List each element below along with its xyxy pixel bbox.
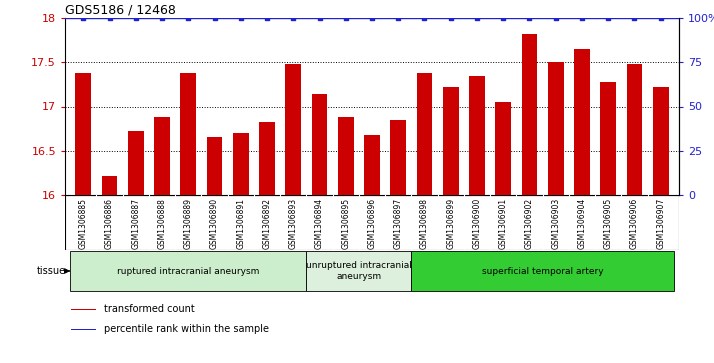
Bar bbox=[364, 135, 380, 195]
Bar bbox=[574, 49, 590, 195]
Bar bbox=[391, 120, 406, 195]
Text: GSM1306885: GSM1306885 bbox=[79, 198, 88, 249]
Bar bbox=[181, 73, 196, 195]
Text: tissue: tissue bbox=[37, 266, 66, 276]
Bar bbox=[600, 82, 616, 195]
Text: percentile rank within the sample: percentile rank within the sample bbox=[104, 325, 268, 334]
Point bbox=[393, 15, 404, 21]
Text: GSM1306893: GSM1306893 bbox=[288, 198, 298, 249]
Point bbox=[445, 15, 456, 21]
Text: GSM1306889: GSM1306889 bbox=[183, 198, 193, 249]
Bar bbox=[311, 94, 328, 195]
Text: GSM1306897: GSM1306897 bbox=[393, 198, 403, 249]
Text: GSM1306903: GSM1306903 bbox=[551, 198, 560, 249]
Bar bbox=[521, 34, 538, 195]
Text: GSM1306896: GSM1306896 bbox=[368, 198, 376, 249]
Point bbox=[183, 15, 194, 21]
Point bbox=[576, 15, 588, 21]
Point bbox=[78, 15, 89, 21]
Text: unruptured intracranial
aneurysm: unruptured intracranial aneurysm bbox=[306, 261, 412, 281]
Bar bbox=[128, 131, 144, 195]
Point bbox=[550, 15, 561, 21]
Text: GSM1306886: GSM1306886 bbox=[105, 198, 114, 249]
Bar bbox=[76, 73, 91, 195]
Point bbox=[314, 15, 326, 21]
Text: GSM1306907: GSM1306907 bbox=[656, 198, 665, 249]
Bar bbox=[469, 76, 485, 195]
Text: GDS5186 / 12468: GDS5186 / 12468 bbox=[65, 4, 176, 17]
Bar bbox=[71, 309, 96, 310]
Point bbox=[156, 15, 168, 21]
Text: GSM1306887: GSM1306887 bbox=[131, 198, 141, 249]
Point bbox=[603, 15, 614, 21]
Bar bbox=[70, 251, 306, 291]
Text: GSM1306904: GSM1306904 bbox=[578, 198, 586, 249]
Point bbox=[130, 15, 141, 21]
Bar bbox=[496, 102, 511, 195]
Text: GSM1306905: GSM1306905 bbox=[603, 198, 613, 249]
Text: superficial temporal artery: superficial temporal artery bbox=[482, 266, 603, 276]
Text: GSM1306898: GSM1306898 bbox=[420, 198, 429, 249]
Text: GSM1306888: GSM1306888 bbox=[158, 198, 166, 249]
Point bbox=[655, 15, 666, 21]
Text: GSM1306899: GSM1306899 bbox=[446, 198, 456, 249]
Point bbox=[288, 15, 299, 21]
Bar bbox=[259, 122, 275, 195]
Text: GSM1306906: GSM1306906 bbox=[630, 198, 639, 249]
Bar bbox=[443, 87, 458, 195]
Bar bbox=[71, 329, 96, 330]
Point bbox=[419, 15, 431, 21]
Text: GSM1306890: GSM1306890 bbox=[210, 198, 219, 249]
Text: ruptured intracranial aneurysm: ruptured intracranial aneurysm bbox=[117, 266, 259, 276]
Bar bbox=[416, 73, 433, 195]
Text: GSM1306900: GSM1306900 bbox=[473, 198, 481, 249]
Point bbox=[235, 15, 246, 21]
Text: GSM1306895: GSM1306895 bbox=[341, 198, 351, 249]
Bar bbox=[154, 117, 170, 195]
Bar bbox=[101, 176, 118, 195]
Text: transformed count: transformed count bbox=[104, 305, 194, 314]
Bar bbox=[65, 195, 679, 250]
Bar bbox=[653, 87, 668, 195]
Point bbox=[498, 15, 509, 21]
Bar bbox=[233, 133, 248, 195]
Text: GSM1306891: GSM1306891 bbox=[236, 198, 246, 249]
Point bbox=[104, 15, 116, 21]
Bar bbox=[306, 251, 411, 291]
Bar bbox=[206, 138, 223, 195]
Point bbox=[340, 15, 351, 21]
Bar bbox=[626, 64, 643, 195]
Text: GSM1306902: GSM1306902 bbox=[525, 198, 534, 249]
Bar bbox=[548, 62, 563, 195]
Bar bbox=[286, 64, 301, 195]
Point bbox=[261, 15, 273, 21]
Point bbox=[629, 15, 640, 21]
Point bbox=[366, 15, 378, 21]
Point bbox=[471, 15, 483, 21]
Bar bbox=[338, 117, 353, 195]
Text: GSM1306901: GSM1306901 bbox=[498, 198, 508, 249]
Bar bbox=[411, 251, 674, 291]
Point bbox=[209, 15, 221, 21]
Point bbox=[524, 15, 536, 21]
Text: GSM1306892: GSM1306892 bbox=[263, 198, 271, 249]
Text: GSM1306894: GSM1306894 bbox=[315, 198, 324, 249]
